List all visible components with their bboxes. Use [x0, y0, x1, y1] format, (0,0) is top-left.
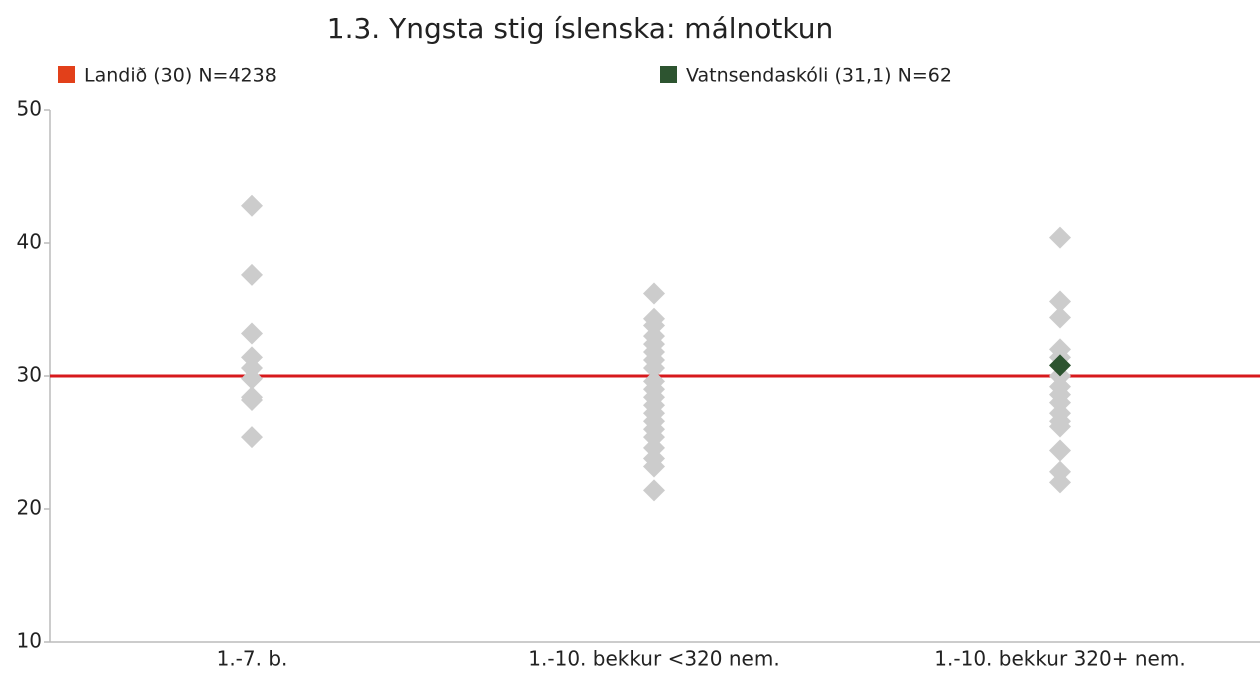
point: [1049, 415, 1071, 438]
x-tick-label: 1.-7. b.: [217, 647, 288, 671]
point: [241, 263, 263, 286]
point: [643, 282, 665, 305]
y-tick-label: 20: [17, 496, 42, 520]
point: [643, 479, 665, 502]
y-tick-label: 30: [17, 363, 42, 387]
legend-label: Vatnsendaskóli (31,1) N=62: [686, 65, 952, 87]
point: [1049, 226, 1071, 249]
point: [1049, 471, 1071, 494]
chart-title: 1.3. Yngsta stig íslenska: málnotkun: [327, 12, 833, 45]
point: [643, 455, 665, 478]
x-tick-label: 1.-10. bekkur <320 nem.: [528, 647, 779, 671]
legend-label: Landið (30) N=4238: [84, 65, 277, 87]
point: [241, 322, 263, 345]
y-tick-label: 10: [17, 629, 42, 653]
point: [241, 194, 263, 217]
point: [1049, 354, 1071, 377]
point: [241, 367, 263, 390]
y-tick-label: 40: [17, 230, 42, 254]
x-tick-label: 1.-10. bekkur 320+ nem.: [934, 647, 1185, 671]
point: [1049, 439, 1071, 462]
point: [1049, 290, 1071, 313]
point: [643, 357, 665, 380]
point: [1049, 306, 1071, 329]
point: [241, 388, 263, 411]
y-tick-label: 50: [17, 97, 42, 121]
legend-swatch: [58, 66, 75, 83]
legend-swatch: [660, 66, 677, 83]
point: [241, 426, 263, 449]
